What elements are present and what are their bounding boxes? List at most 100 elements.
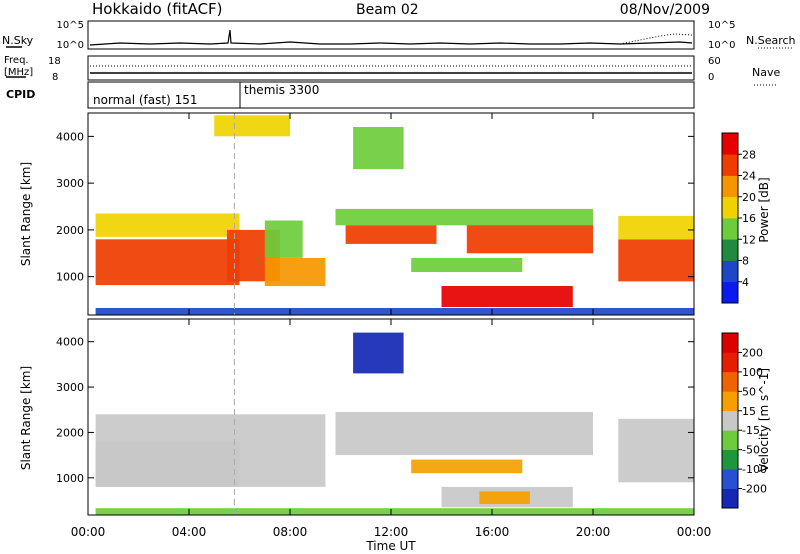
velocity-colorbar-tick-label-6: -100 [742, 463, 767, 476]
freq-tick-top: 18 [48, 56, 61, 67]
power-region-12 [353, 127, 404, 170]
power-colorbar-label: Power [dB] [757, 177, 771, 242]
n-sky-trace [89, 29, 693, 46]
power-colorbar-segment-3 [722, 218, 738, 240]
power-colorbar: 4 8 12 16 20 24 28 [721, 132, 756, 304]
power-region-3 [264, 258, 326, 287]
power-colorbar-segment-4 [722, 196, 738, 219]
power-colorbar-tick-label-4: 20 [742, 191, 756, 204]
x-tick-label-1: 04:00 [172, 525, 207, 539]
x-tick-label-5: 20:00 [576, 525, 611, 539]
power-colorbar-tick-label-5: 24 [742, 170, 756, 183]
velocity-colorbar-segment-1 [722, 469, 738, 489]
x-tick-label-6: 00:00 [677, 525, 712, 539]
cpid-mode-normal: normal (fast) 151 [93, 93, 197, 107]
velocity-colorbar-tick-label-4: -15 [742, 424, 760, 437]
power-region-0 [95, 239, 240, 286]
nave-tick-bottom: 0 [708, 72, 714, 83]
velocity-colorbar: 200 100 50 15 -15 -50 -100 -200 [721, 332, 767, 509]
x-tick-label-3: 12:00 [374, 525, 409, 539]
power-colorbar-tick-label-2: 12 [742, 233, 756, 246]
power-colorbar-tick-label-3: 16 [742, 212, 756, 225]
date-label: 08/Nov/2009 [620, 2, 710, 18]
power-ytick-label-3000: 3000 [56, 177, 84, 190]
power-region-7 [466, 225, 594, 254]
velocity-colorbar-segment-2 [722, 449, 738, 470]
n-sky-label: N.Sky [2, 34, 34, 47]
cpid-mode-themis: themis 3300 [244, 83, 319, 97]
power-y-axis: 1000 2000 3000 4000 [56, 130, 694, 284]
power-ylabel: Slant Range [km] [19, 162, 33, 266]
velocity-ylabel: Slant Range [km] [19, 366, 33, 470]
noise-panel: N.Sky 10^5 10^0 10^5 10^0 N.Search [2, 20, 796, 51]
velocity-colorbar-segment-5 [722, 391, 738, 412]
power-colorbar-tick-label-6: 28 [742, 148, 756, 161]
cpid-panel: CPID normal (fast) 151 themis 3300 [6, 81, 695, 109]
freq-panel: Freq. [MHz] 18 8 60 0 Nave [4, 55, 780, 86]
velocity-ytick-label-1000: 1000 [56, 472, 84, 485]
power-colorbar-tick-label-0: 4 [742, 276, 749, 289]
power-region-11 [618, 215, 695, 240]
velocity-colorbar-frame [721, 332, 739, 509]
n-search-label: N.Search [746, 34, 796, 47]
x-tick-label-2: 08:00 [273, 525, 308, 539]
velocity-region-8 [95, 508, 695, 515]
velocity-colorbar-tick-label-3: 15 [742, 405, 756, 418]
power-region-6 [335, 208, 593, 226]
velocity-colorbar-segment-8 [722, 333, 738, 353]
freq-label-2: [MHz] [4, 67, 33, 78]
power-colorbar-segment-2 [722, 239, 738, 261]
velocity-region-6 [479, 491, 530, 505]
nave-label: Nave [752, 66, 780, 79]
velocity-colorbar-tick-label-2: 50 [742, 385, 756, 398]
velocity-region-1 [95, 414, 326, 487]
velocity-region-2 [335, 412, 593, 456]
x-axis-label: Time UT [365, 539, 416, 553]
noise-ytick-bottom: 10^0 [57, 40, 84, 51]
velocity-colorbar-segment-7 [722, 352, 738, 373]
power-region-1 [95, 213, 240, 237]
power-region-9 [441, 286, 573, 307]
time-x-axis: 00:00 04:00 08:00 12:00 16:00 20:00 00:00 [71, 113, 712, 539]
cpid-label: CPID [6, 88, 35, 101]
noise-ytick-top: 10^5 [57, 20, 84, 31]
power-panel: 1000 2000 3000 4000 Slant Range [km] 4 8 12 16… [19, 112, 771, 316]
velocity-y-axis: 1000 2000 3000 4000 [56, 336, 694, 485]
power-ytick-label-2000: 2000 [56, 224, 84, 237]
noise-ytick-top-right: 10^5 [708, 20, 735, 31]
velocity-colorbar-segment-6 [722, 371, 738, 392]
power-region-14 [95, 308, 695, 315]
nave-tick-top: 60 [708, 56, 721, 67]
velocity-colorbar-segment-3 [722, 430, 738, 450]
power-region-4 [264, 220, 303, 258]
velocity-colorbar-segment-0 [722, 488, 738, 509]
velocity-colorbar-segment-4 [722, 410, 738, 431]
power-colorbar-tick-label-1: 8 [742, 255, 749, 268]
velocity-region-4 [411, 459, 523, 474]
power-colorbar-segment-1 [722, 260, 738, 283]
velocity-ytick-label-2000: 2000 [56, 426, 84, 439]
power-colorbar-segment-5 [722, 175, 738, 198]
velocity-colorbar-label: Velocity [m s^-1] [757, 368, 771, 472]
power-colorbar-segment-6 [722, 154, 738, 176]
power-region-5 [345, 225, 437, 244]
velocity-colorbar-tick-label-5: -50 [742, 444, 760, 457]
velocity-region-3 [618, 418, 695, 483]
power-colorbar-segment-7 [722, 133, 738, 155]
freq-label-1: Freq. [4, 55, 29, 66]
velocity-ytick-label-3000: 3000 [56, 381, 84, 394]
velocity-ytick-label-4000: 4000 [56, 336, 84, 349]
velocity-panel: 1000 2000 3000 4000 Slant Range [km] 200 100… [19, 318, 771, 516]
freq-tick-bottom: 8 [52, 72, 58, 83]
x-tick-label-4: 16:00 [475, 525, 510, 539]
power-region-13 [214, 115, 291, 137]
velocity-colorbar-tick-label-0: 200 [742, 346, 763, 359]
beam-label: Beam 02 [356, 2, 419, 18]
power-colorbar-segment-0 [722, 281, 738, 304]
velocity-colorbar-tick-label-1: 100 [742, 366, 763, 379]
power-ytick-label-1000: 1000 [56, 271, 84, 284]
velocity-colorbar-tick-label-7: -200 [742, 483, 767, 496]
station-title: Hokkaido (fitACF) [92, 0, 223, 18]
velocity-region-7 [353, 332, 404, 374]
